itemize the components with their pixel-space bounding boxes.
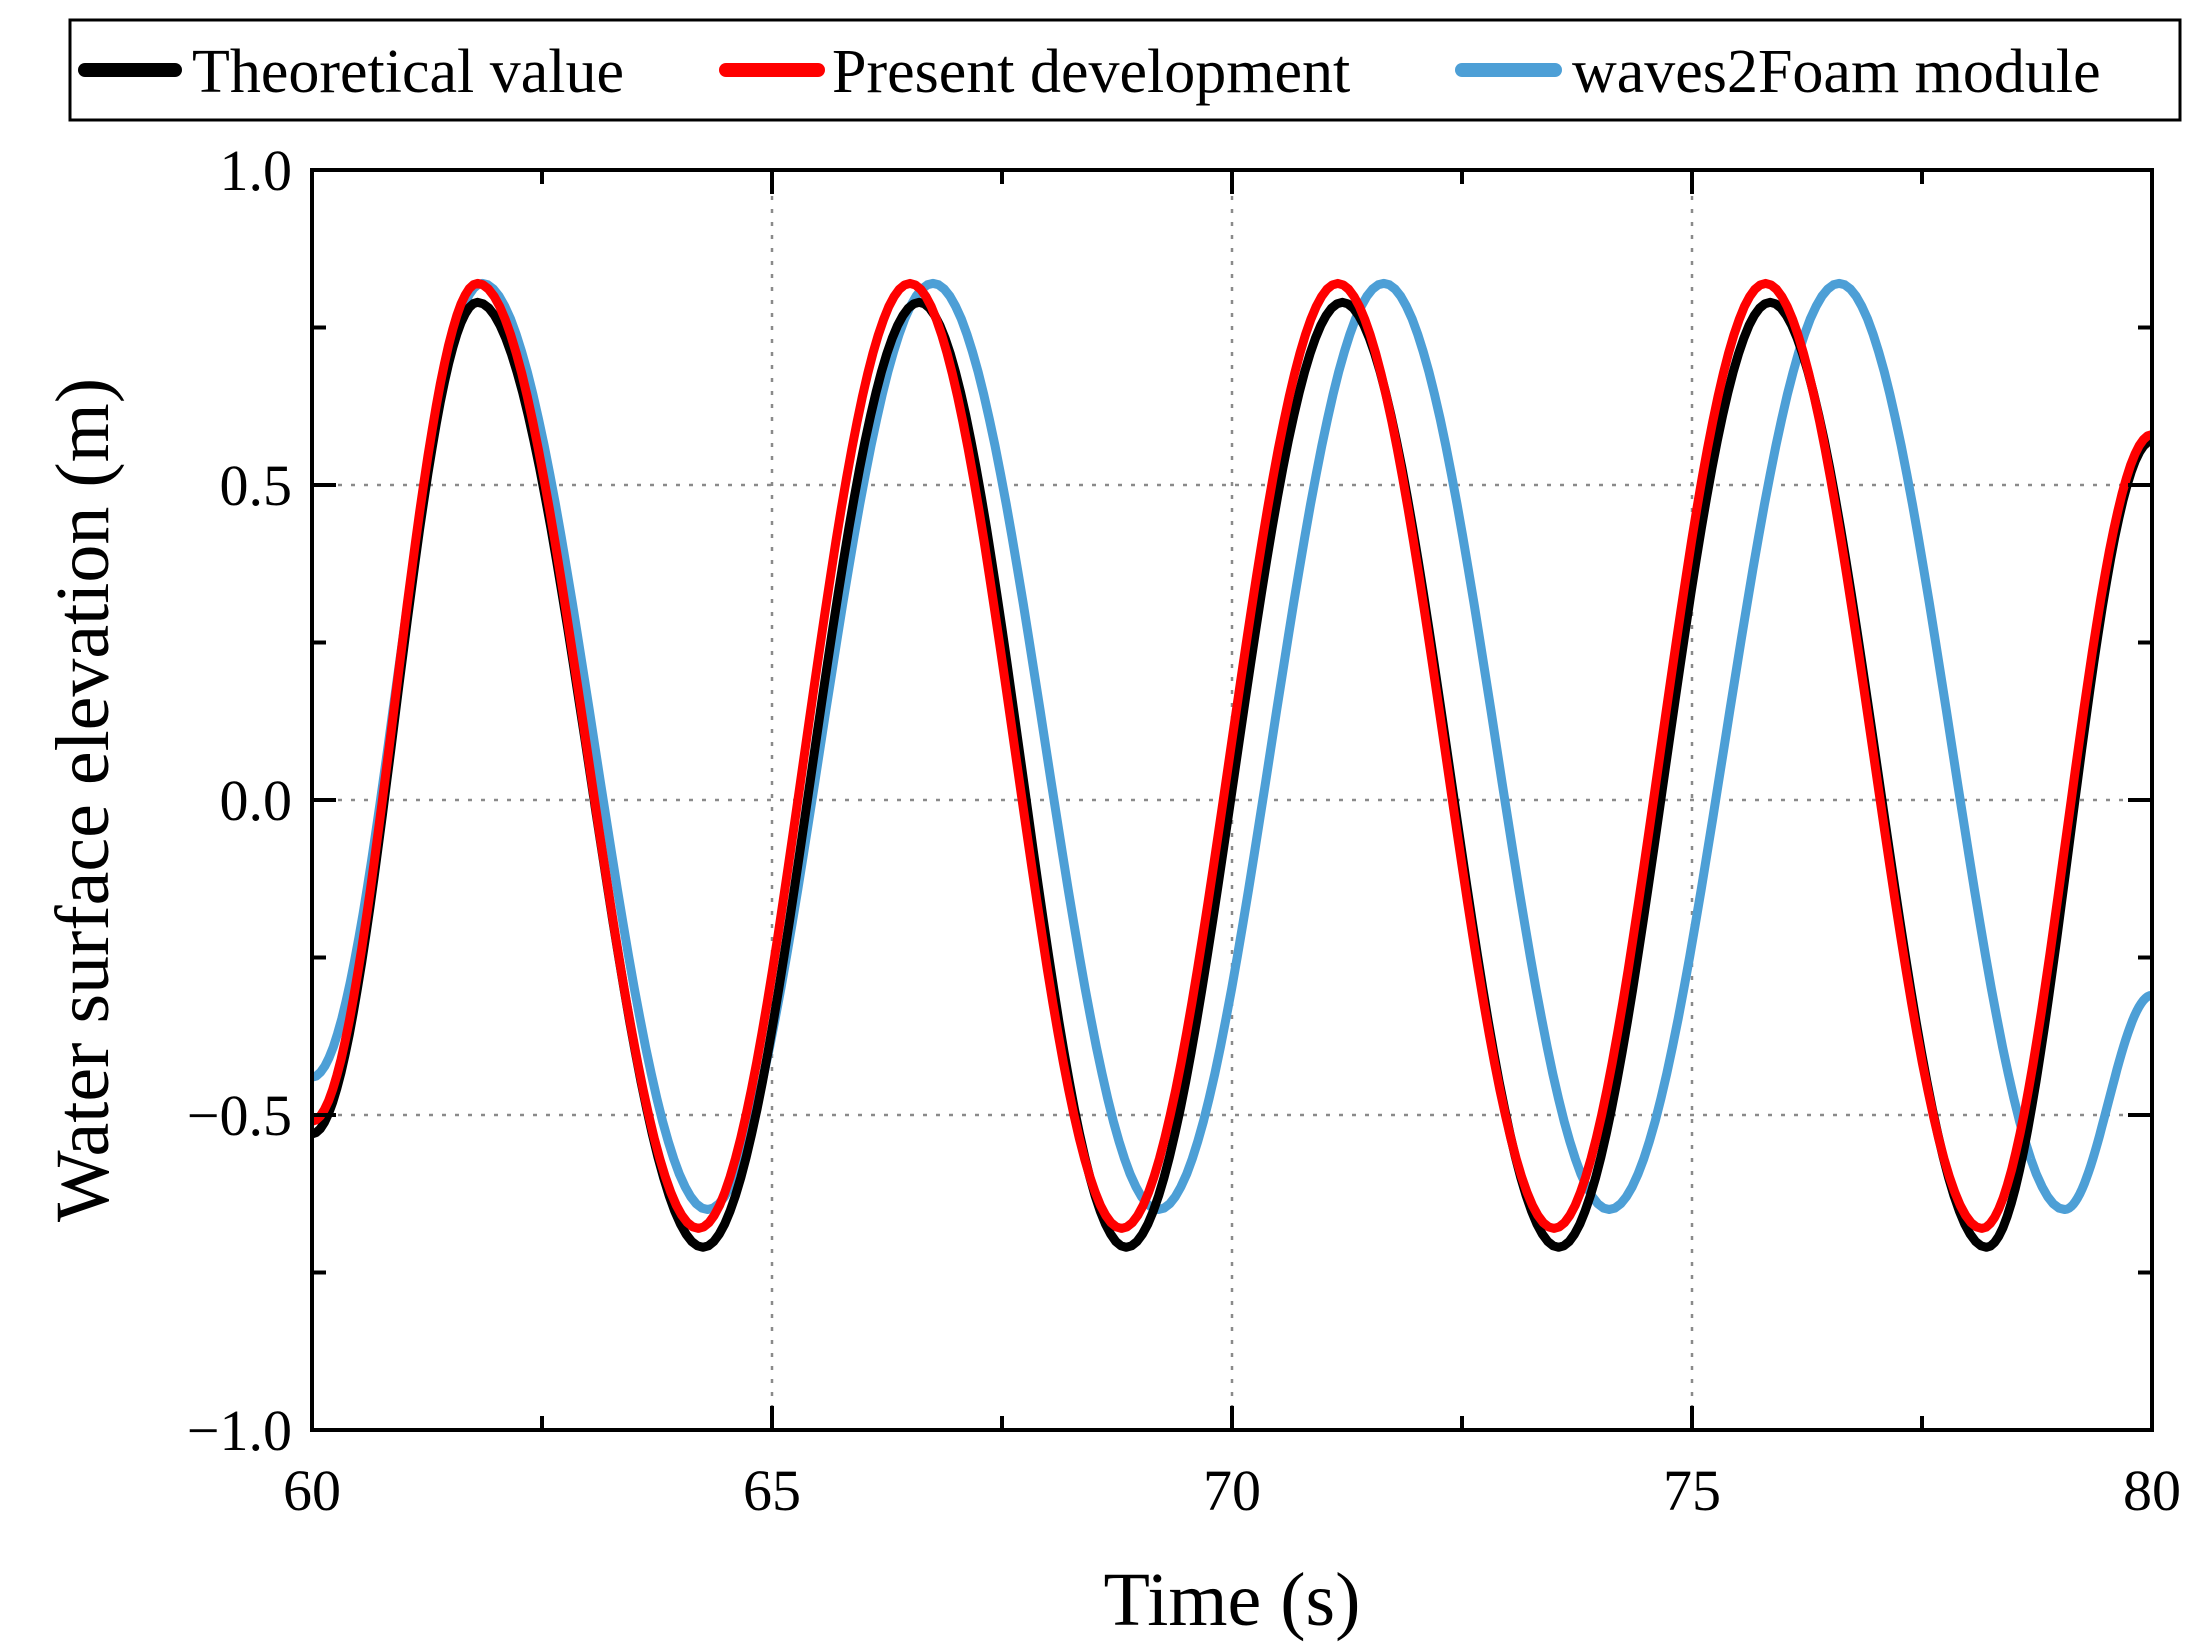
gridlines <box>312 170 2152 1430</box>
x-tick-labels: 60 65 70 75 80 <box>283 1458 2181 1523</box>
x-tick-label-80: 80 <box>2123 1458 2181 1523</box>
y-tick-label-0: 0.0 <box>220 768 293 833</box>
series-line-waves2foam-module <box>312 278 2152 1214</box>
x-tick-label-75: 75 <box>1663 1458 1721 1523</box>
axis-ticks <box>310 168 2154 1432</box>
y-tick-label--1: −1.0 <box>187 1398 292 1463</box>
legend-label-theoretical: Theoretical value <box>192 38 624 106</box>
series-line-present-development <box>312 278 2152 1233</box>
legend-box <box>68 18 2182 122</box>
y-axis-title: Water surface elevation (m) <box>41 378 125 1222</box>
x-tick-label-70: 70 <box>1203 1458 1261 1523</box>
y-tick-labels: −1.0 −0.5 0.0 0.5 1.0 <box>187 138 292 1463</box>
y-tick-label-0.5: 0.5 <box>220 453 293 518</box>
x-tick-label-65: 65 <box>743 1458 801 1523</box>
legend-label-present: Present development <box>832 38 1350 106</box>
x-tick-label-60: 60 <box>283 1458 341 1523</box>
legend: Theoretical value Present development wa… <box>68 18 2182 122</box>
x-axis-title: Time (s) <box>1104 1558 1361 1642</box>
legend-label-waves2foam: waves2Foam module <box>1572 38 2101 106</box>
plot-series <box>312 278 2152 1252</box>
y-tick-label--0.5: −0.5 <box>187 1083 292 1148</box>
y-tick-label-1: 1.0 <box>220 138 293 203</box>
